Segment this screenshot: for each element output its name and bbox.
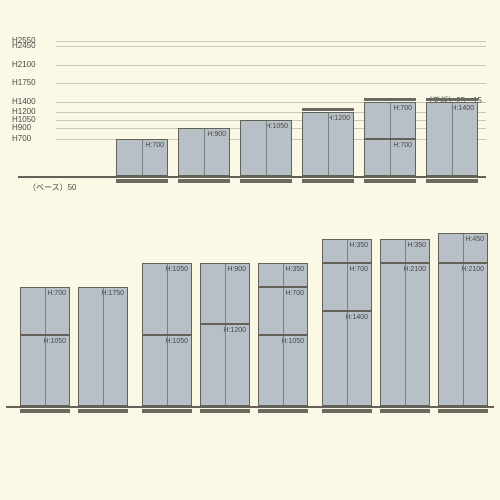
y-tick-label: H1200	[12, 108, 490, 116]
tenban-bar	[426, 98, 478, 101]
plinth-bar	[240, 179, 292, 183]
y-tick-label: H2100	[12, 61, 490, 69]
cabinet-label: H:1400	[345, 314, 368, 321]
cabinet-module: H:700	[20, 287, 70, 335]
cabinet-label: H:700	[145, 142, 164, 149]
cabinet-module: H:1200	[200, 324, 250, 406]
cabinet-column: H:1400 H:700 H:350	[322, 239, 372, 406]
cabinet-label: H:700	[393, 105, 412, 112]
cabinet-module: H:1400	[322, 311, 372, 406]
cabinet-label: H:1050	[265, 123, 288, 130]
plinth-bar	[20, 409, 70, 413]
cabinet-module: H:700	[364, 102, 416, 139]
plinth-bar	[322, 409, 372, 413]
cabinet-module: H:1750	[78, 287, 128, 406]
cabinet-module: H:1050	[142, 263, 192, 334]
plinth-bar	[178, 179, 230, 183]
cabinet-label: H:900	[207, 131, 226, 138]
cabinet-label: H:1050	[43, 338, 66, 345]
cabinet-label: H:2100	[461, 266, 484, 273]
cabinet-label: H:350	[407, 242, 426, 249]
cabinet-label: H:700	[47, 290, 66, 297]
cabinet-module: H:1050	[20, 335, 70, 406]
cabinet-module: H:1200	[302, 112, 354, 176]
plinth-bar	[380, 409, 430, 413]
y-tick-label: H1400	[12, 98, 490, 106]
cabinet-column: H:1200	[302, 112, 354, 176]
baseline	[6, 406, 494, 408]
plinth-bar	[438, 409, 488, 413]
cabinet-label: H:1200	[223, 327, 246, 334]
baseline	[18, 176, 486, 178]
cabinet-module: H:700	[322, 263, 372, 311]
cabinet-module: H:1050	[240, 120, 292, 176]
plinth-bar	[364, 179, 416, 183]
plinth-bar	[78, 409, 128, 413]
plinth-bar	[200, 409, 250, 413]
height-module-panel-top: H2550H2450H2100H1750H1400H1200H1050H900H…	[8, 8, 492, 192]
plinth-bar	[302, 179, 354, 183]
cabinet-module: H:2100	[380, 263, 430, 406]
cabinet-module: H:350	[322, 239, 372, 263]
note-base: （ベース）50	[28, 182, 77, 193]
tenban-bar	[302, 108, 354, 111]
height-module-panel-bottom: H:1050 H:700 H:1750 H:1050 H:1050 H:1200 H:900…	[0, 210, 500, 422]
cabinet-label: H:900	[227, 266, 246, 273]
cabinet-label: H:700	[393, 142, 412, 149]
cabinet-module: H:1400	[426, 102, 478, 176]
cabinet-module: H:1050	[142, 335, 192, 406]
cabinet-column: H:900	[178, 128, 230, 176]
cabinet-column: H:700 H:700	[364, 102, 416, 176]
cabinet-module: H:2100	[438, 263, 488, 406]
cabinet-label: H:700	[285, 290, 304, 297]
cabinet-module: H:1050	[258, 335, 308, 406]
cabinet-label: H:1050	[165, 266, 188, 273]
cabinet-label: H:1400	[451, 105, 474, 112]
cabinet-column: H:2100 H:350	[380, 239, 430, 406]
cabinet-label: H:350	[285, 266, 304, 273]
plinth-bar	[142, 409, 192, 413]
cabinet-label: H:350	[349, 242, 368, 249]
cabinet-column: H:1400	[426, 102, 478, 176]
plinth-bar	[426, 179, 478, 183]
cabinet-column: H:1050 H:700	[20, 287, 70, 406]
cabinet-column: H:1050 H:1050	[142, 263, 192, 406]
cabinet-column: H:2100 H:450	[438, 233, 488, 406]
cabinet-label: H:700	[349, 266, 368, 273]
cabinet-column: H:1050	[240, 120, 292, 176]
plinth-bar	[116, 179, 168, 183]
cabinet-column: H:1750	[78, 287, 128, 406]
cabinet-module: H:700	[364, 139, 416, 176]
cabinet-module: H:450	[438, 233, 488, 264]
cabinet-column: H:700	[116, 139, 168, 176]
cabinet-label: H:1050	[281, 338, 304, 345]
cabinet-label: H:1750	[101, 290, 124, 297]
cabinet-label: H:2100	[403, 266, 426, 273]
y-tick-label: H1750	[12, 79, 490, 87]
cabinet-module: H:700	[258, 287, 308, 335]
cabinet-label: H:450	[465, 236, 484, 243]
cabinet-label: H:1200	[327, 115, 350, 122]
cabinet-module: H:700	[116, 139, 168, 176]
cabinet-column: H:1050 H:700 H:350	[258, 263, 308, 406]
cabinet-label: H:1050	[165, 338, 188, 345]
plinth-bar	[258, 409, 308, 413]
cabinet-module: H:350	[380, 239, 430, 263]
y-tick-label: H2450	[12, 42, 490, 50]
cabinet-module: H:350	[258, 263, 308, 287]
tenban-bar	[364, 98, 416, 101]
cabinet-column: H:1200 H:900	[200, 263, 250, 406]
cabinet-module: H:900	[178, 128, 230, 176]
cabinet-module: H:900	[200, 263, 250, 324]
